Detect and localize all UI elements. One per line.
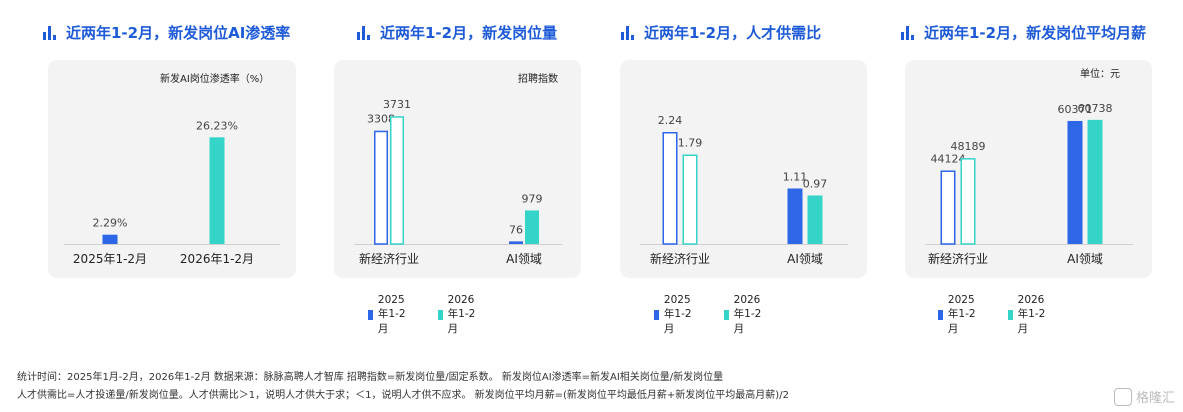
x-tick-label: 新经济行业 <box>650 251 710 266</box>
x-tick-label: 2025年1-2月 <box>73 252 147 266</box>
data-label: 979 <box>522 192 543 205</box>
legend-item-2026: 2026年1-2月 <box>437 294 480 336</box>
bar <box>509 241 523 244</box>
data-label: 44124 <box>931 152 966 165</box>
bar <box>662 132 678 245</box>
data-label: 26.23% <box>196 119 238 132</box>
chart-unit-2: 招聘指数 <box>518 74 558 85</box>
footnote-line-2: 人才供需比=人才投递量/新发岗位量。人才供需比＞1，说明人才供大于求；＜1，说明… <box>17 390 789 401</box>
x-tick-label: 新经济行业 <box>359 251 419 266</box>
bar-chart-icon <box>42 25 58 41</box>
watermark-logo-icon <box>1113 387 1132 406</box>
data-label: 60738 <box>1078 102 1113 115</box>
bar <box>1067 120 1083 244</box>
chart-3: 新经济行业 2.24 1.79 AI领域 1.110.97 <box>640 114 848 266</box>
bar <box>209 137 225 244</box>
bar <box>682 154 698 245</box>
footnote-line-1: 统计时间：2025年1月-2月，2026年1-2月 数据来源：脉脉高聘人才智库 … <box>17 372 724 383</box>
data-label: 3308 <box>367 113 395 126</box>
chart-title-3: 近两年1-2月，人才供需比 <box>620 22 821 43</box>
bar-chart-icon <box>356 25 372 41</box>
legend-item-2026: 2026年1-2月 <box>1007 294 1050 336</box>
bar-chart-icon <box>620 25 636 41</box>
bar <box>102 234 118 244</box>
legend-item-2025: 2025年1-2月 <box>938 294 980 336</box>
chart-unit-1: 新发AI岗位渗透率（%） <box>160 74 270 85</box>
data-label: 2.24 <box>658 114 683 127</box>
bar <box>960 158 976 245</box>
data-label: 3731 <box>383 98 411 111</box>
legend-item-2026: 2026年1-2月 <box>723 294 766 336</box>
x-tick-label: AI领域 <box>787 252 823 266</box>
data-label: 2.29% <box>93 217 128 230</box>
chart-title-2: 近两年1-2月，新发岗位量 <box>356 22 557 43</box>
chart-panel-1 <box>48 60 296 278</box>
watermark: 格隆汇 <box>1113 387 1175 406</box>
x-tick-label: AI领域 <box>506 252 542 266</box>
data-label: 48189 <box>951 140 986 153</box>
bar <box>940 170 956 245</box>
legend-4: 2025年1-2月 2026年1-2月 <box>938 294 1077 336</box>
x-tick-label: 2026年1-2月 <box>180 252 254 266</box>
chart-2: 新经济行业 3308 3731 AI领域 76 979 <box>354 98 562 266</box>
data-label: 1.11 <box>783 171 808 184</box>
chart-title-1: 近两年1-2月，新发岗位AI渗透率 <box>42 22 290 43</box>
bar <box>390 116 404 245</box>
bar-chart-icon <box>900 25 916 41</box>
data-label: 76 <box>509 223 523 236</box>
legend-3: 2025年1-2月 2026年1-2月 <box>654 294 793 336</box>
x-tick-label: 新经济行业 <box>928 251 988 266</box>
legend-item-2025: 2025年1-2月 <box>654 294 696 336</box>
data-label: 0.97 <box>803 178 828 191</box>
bar <box>1087 119 1103 244</box>
bar <box>807 195 823 244</box>
bar <box>374 130 388 245</box>
chart-1: 2025年1-2月 2.29% 2026年1-2月 26.23% <box>64 119 280 266</box>
bar <box>525 210 539 244</box>
legend-item-2025: 2025年1-2月 <box>368 294 410 336</box>
x-tick-label: AI领域 <box>1067 252 1103 266</box>
bar <box>787 188 803 244</box>
chart-unit-4: 单位：元 <box>1080 69 1120 80</box>
chart-title-4: 近两年1-2月，新发岗位平均月薪 <box>900 22 1146 43</box>
data-label: 60371 <box>1058 103 1093 116</box>
chart-panel-3 <box>620 60 867 278</box>
legend-2: 2025年1-2月 2026年1-2月 <box>368 294 507 336</box>
data-label: 1.79 <box>678 137 703 150</box>
